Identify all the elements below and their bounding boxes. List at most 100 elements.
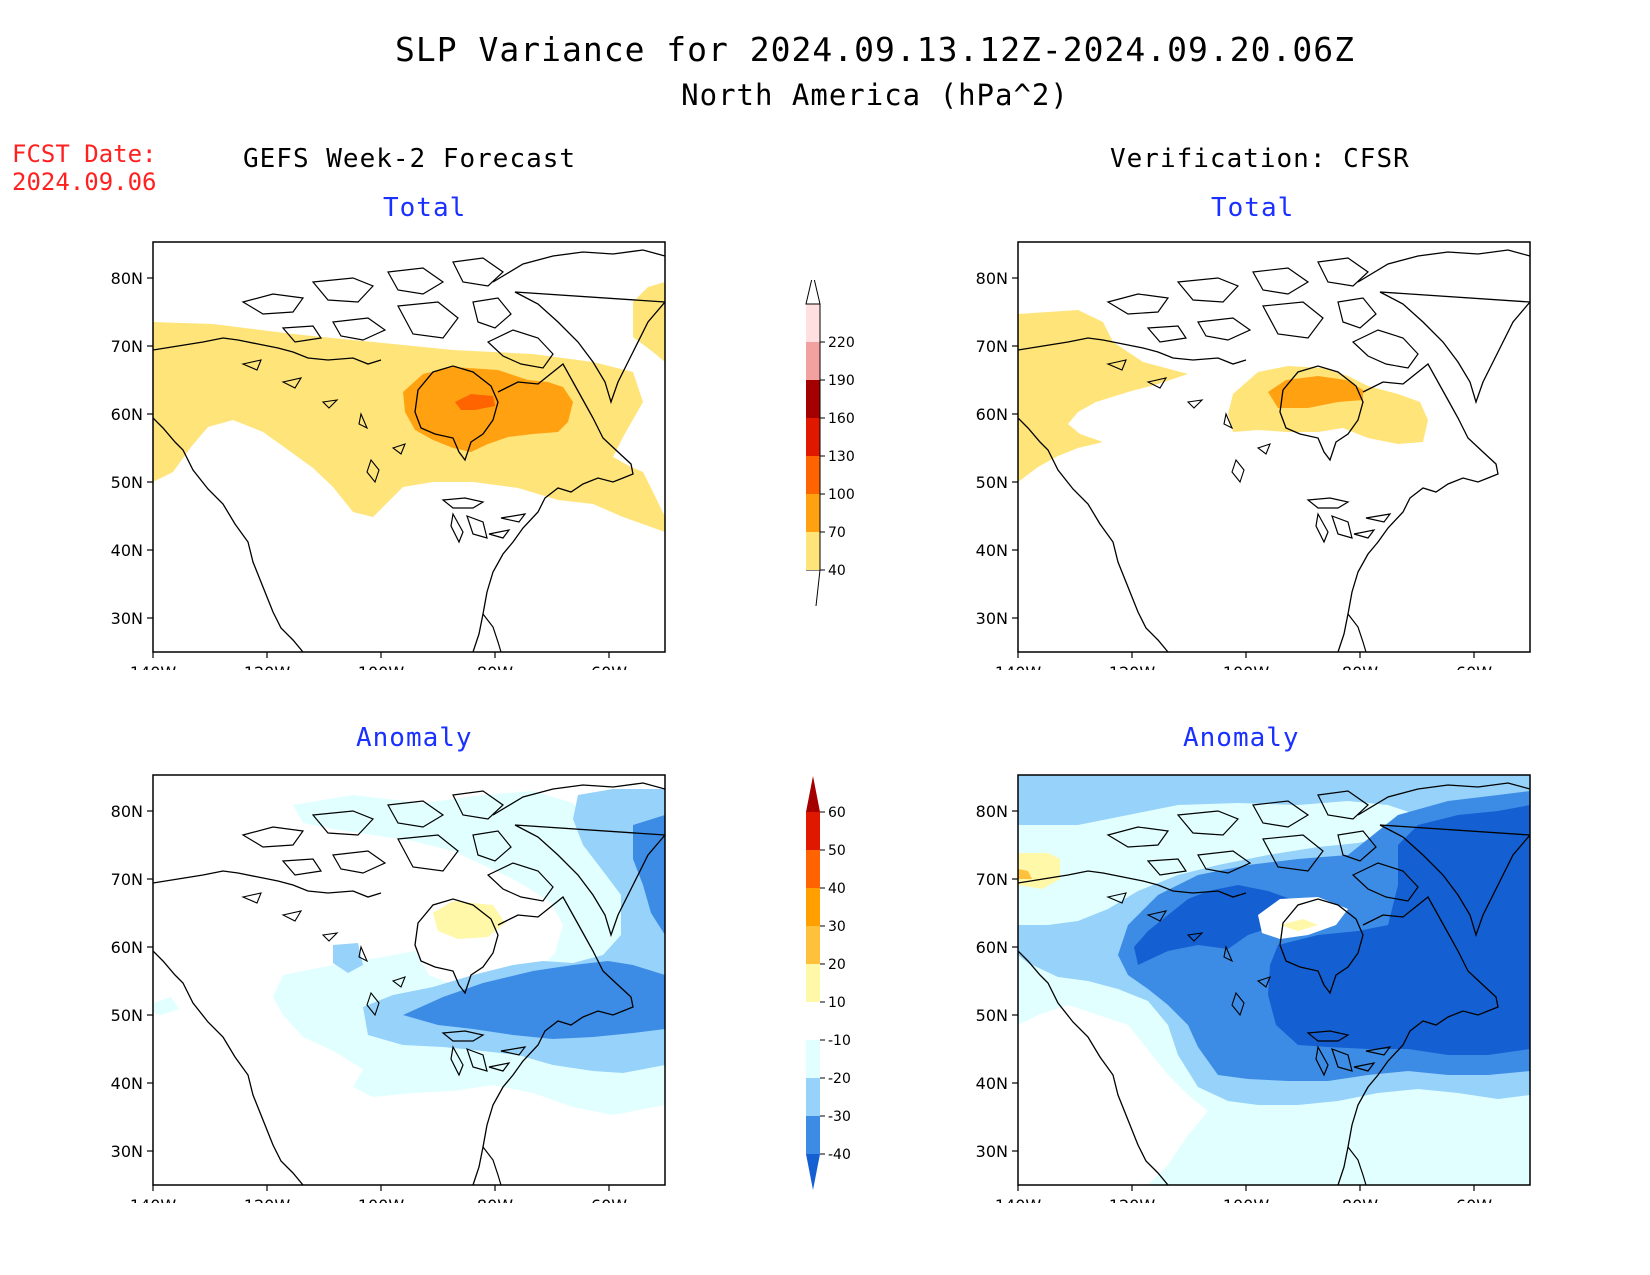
lon-label: 60W (1456, 1196, 1492, 1203)
fcst-date-value: 2024.09.06 (12, 168, 157, 196)
map-frame (152, 241, 666, 653)
colorbar-label: -20 (828, 1071, 851, 1087)
colorbar-lower-tail (806, 569, 821, 607)
lat-label: 80N (111, 269, 143, 288)
colorbar-box (806, 380, 820, 418)
colorbar-box (806, 1116, 820, 1154)
lon-label: 60W (591, 1196, 627, 1203)
verification-column-heading: Verification: CFSR (1110, 144, 1410, 174)
lon-label: 100W (1223, 663, 1270, 670)
fcst-date-label: FCST Date: 2024.09.06 (12, 140, 157, 196)
colorbar-label: 130 (828, 449, 855, 465)
colorbar-label: 20 (828, 957, 846, 973)
lon-label: 100W (1223, 1196, 1270, 1203)
page-subtitle: North America (hPa^2) (681, 78, 1069, 112)
colorbar-box (806, 964, 820, 1002)
lon-label: 120W (244, 663, 291, 670)
fill-anom-20-alaska (1018, 869, 1032, 879)
map-forecast-total: 80N 70N 60N 50N 40N 30N 140W 120W 100W 80W 60W (111, 241, 666, 670)
page-title: SLP Variance for 2024.09.13.12Z-2024.09.… (395, 30, 1355, 69)
colorbar-label: 220 (828, 335, 855, 351)
lat-label: 70N (111, 870, 143, 889)
colorbar-total: 40 70 100 130 160 190 220 (805, 280, 855, 607)
fill-total-40 (1018, 310, 1188, 482)
colorbar-box (806, 812, 820, 850)
fcst-date-caption: FCST Date: (12, 140, 157, 168)
colorbar-label: 50 (828, 843, 846, 859)
lat-label: 30N (111, 609, 143, 628)
colorbar-box (806, 888, 820, 926)
colorbar-box (806, 304, 820, 342)
colorbar-label: 160 (828, 411, 855, 427)
panel-title-verification-anomaly: Anomaly (1183, 723, 1300, 753)
fill-anom-pos-alaska (1018, 853, 1060, 889)
colorbar-box (806, 418, 820, 456)
colorbar-upper-tail (805, 280, 821, 305)
fill-anom-neutral-hudson (1258, 897, 1348, 939)
lon-label: 120W (244, 1196, 291, 1203)
colorbar-label: 60 (828, 805, 846, 821)
lon-label: 80W (1342, 663, 1378, 670)
colorbar-lower-tail (806, 1154, 820, 1190)
lat-label: 50N (111, 473, 143, 492)
fill-anom-pos-hudson (1280, 919, 1318, 931)
lon-label: 140W (995, 663, 1042, 670)
lat-label: 60N (111, 405, 143, 424)
colorbar-label: 40 (828, 881, 846, 897)
colorbar-box (806, 532, 820, 570)
lon-label: 60W (1456, 663, 1492, 670)
map-frame (1017, 774, 1531, 1186)
colorbar-box (806, 926, 820, 964)
fill-total-100 (455, 394, 495, 410)
colorbar-box (806, 850, 820, 888)
lat-label: 60N (111, 938, 143, 957)
fill-anom-10-west (153, 997, 179, 1015)
lat-label: 70N (111, 337, 143, 356)
fill-total-70 (1268, 376, 1363, 408)
map-forecast-anomaly: 80N 70N 60N 50N 40N 30N 140W 120W 100W 80W 60W (111, 774, 666, 1203)
lon-label: 120W (1109, 1196, 1156, 1203)
lat-label: 50N (976, 1006, 1008, 1025)
colorbar-label: 40 (828, 563, 846, 579)
colorbar-label: 30 (828, 919, 846, 935)
colorbar-box (806, 1078, 820, 1116)
colorbar-label: -30 (828, 1109, 851, 1125)
colorbar-upper-tail (806, 776, 820, 812)
lat-label: 80N (976, 802, 1008, 821)
lon-label: 100W (358, 1196, 405, 1203)
panel-title-forecast-anomaly: Anomaly (356, 723, 473, 753)
lat-label: 80N (111, 802, 143, 821)
colorbar-label: 190 (828, 373, 855, 389)
panel-title-forecast-total: Total (383, 193, 467, 223)
lat-label: 60N (976, 938, 1008, 957)
lat-label: 30N (976, 1142, 1008, 1161)
map-frame (1017, 241, 1531, 653)
fill-total-70 (403, 367, 573, 452)
lon-label: 140W (130, 1196, 177, 1203)
lat-label: 40N (111, 1074, 143, 1093)
map-verification-anomaly: 80N 70N 60N 50N 40N 30N 140W 120W 100W 80W 60W (976, 774, 1531, 1203)
map-frame (152, 774, 666, 1186)
lat-label: 40N (976, 1074, 1008, 1093)
map-verification-total: 80N 70N 60N 50N 40N 30N 140W 120W 100W 80W 60W (976, 241, 1531, 670)
lon-label: 140W (995, 1196, 1042, 1203)
colorbar-anomaly: -40 -30 -20 -10 10 20 30 40 50 60 (806, 776, 851, 1190)
fill-anom-20-small (333, 943, 363, 973)
forecast-column-heading: GEFS Week-2 Forecast (243, 144, 577, 174)
colorbar-box (806, 342, 820, 380)
panel-title-verification-total: Total (1211, 193, 1295, 223)
colorbar-label: -40 (828, 1147, 851, 1163)
lat-label: 30N (111, 1142, 143, 1161)
lat-label: 40N (976, 541, 1008, 560)
colorbar-label: -10 (828, 1033, 851, 1049)
fill-anom-30 (403, 961, 665, 1039)
colorbar-box (806, 494, 820, 532)
lat-label: 50N (976, 473, 1008, 492)
colorbar-label: 70 (828, 525, 846, 541)
lon-label: 140W (130, 663, 177, 670)
lat-label: 70N (976, 870, 1008, 889)
lat-label: 70N (976, 337, 1008, 356)
lon-label: 80W (477, 663, 513, 670)
fill-anom-40-west (1134, 885, 1308, 965)
lat-label: 50N (111, 1006, 143, 1025)
